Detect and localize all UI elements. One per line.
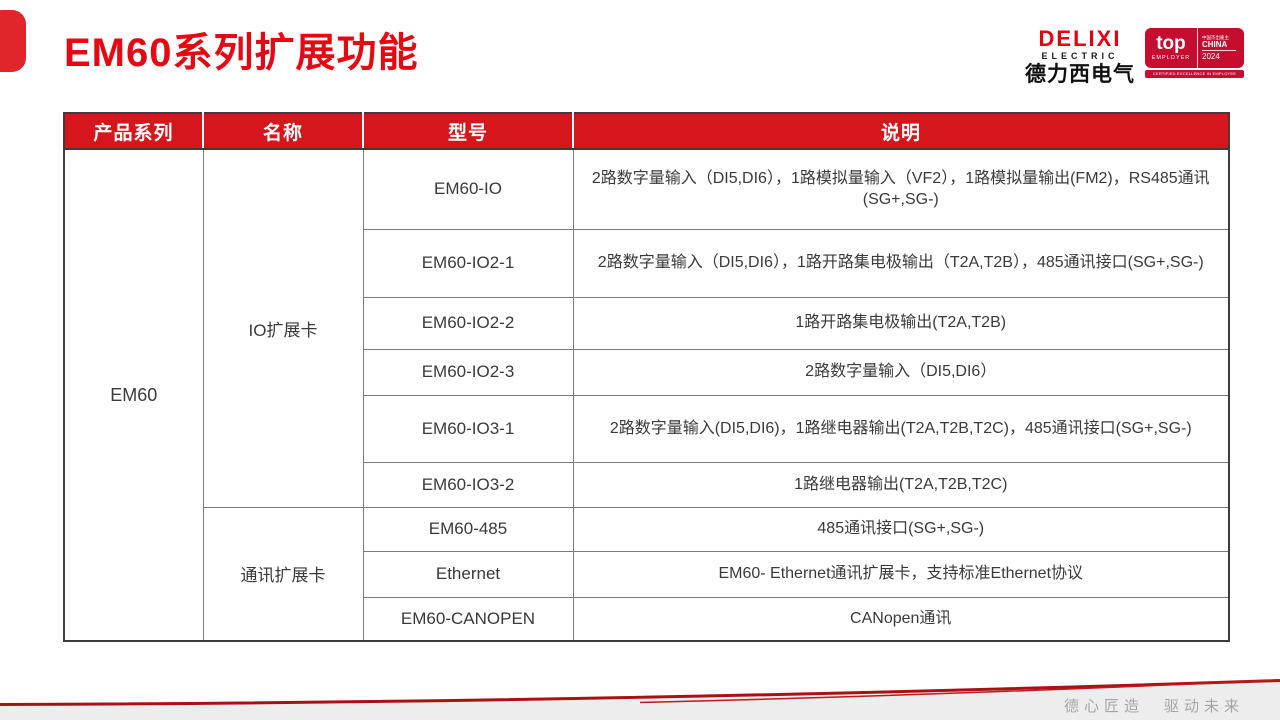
delixi-electric-text: ELECTRIC (1041, 51, 1119, 61)
badge-divider (1202, 50, 1236, 52)
badge-year: 2024 (1202, 52, 1220, 62)
table-row: EM60-IO2-3 2路数字量输入（DI5,DI6） (64, 348, 1230, 396)
table-row: EM60-IO3-2 1路继电器输出(T2A,T2B,T2C) (64, 461, 1230, 508)
delixi-cn-text: 德力西电气 (1025, 63, 1135, 86)
cell-desc: EM60- Ethernet通讯扩展卡，支持标准Ethernet协议 (572, 550, 1230, 598)
cell-model: EM60-485 (362, 506, 574, 552)
badge-cn-title: 中国杰出雇主 (1202, 34, 1229, 40)
table-row: EM60-IO2-2 1路开路集电极输出(T2A,T2B) (64, 296, 1230, 350)
cell-model: EM60-IO2-1 (362, 228, 574, 298)
cell-desc: 485通讯接口(SG+,SG-) (572, 506, 1230, 552)
cell-model: EM60-IO (362, 148, 574, 230)
top-employer-left: top EMPLOYER (1145, 28, 1198, 68)
cell-desc: 2路数字量输入(DI5,DI6)，1路继电器输出(T2A,T2B,T2C)，48… (572, 394, 1230, 463)
logo-block: DELIXI ELECTRIC 德力西电气 top EMPLOYER 中国杰出雇… (1025, 28, 1244, 85)
cell-model: EM60-IO2-2 (362, 296, 574, 350)
cell-model: Ethernet (362, 550, 574, 598)
header-model: 型号 (362, 113, 573, 150)
spec-table: 产品系列 名称 型号 说明 EM60 IO扩展卡 EM60-IO 2路数字量输入… (63, 112, 1230, 642)
header-description: 说明 (572, 113, 1229, 150)
delixi-logo: DELIXI ELECTRIC 德力西电气 (1025, 26, 1135, 86)
table-row: EM60-IO2-1 2路数字量输入（DI5,DI6），1路开路集电极输出（T2… (64, 228, 1230, 298)
cell-desc: 1路继电器输出(T2A,T2B,T2C) (572, 461, 1230, 508)
header-name: 名称 (202, 113, 363, 150)
footer-swoosh (0, 679, 1280, 720)
title-accent-bar (0, 10, 26, 72)
table-row: EM60-IO3-1 2路数字量输入(DI5,DI6)，1路继电器输出(T2A,… (64, 394, 1230, 463)
cell-product-series: EM60 (63, 148, 204, 642)
footer-slogan: 德心匠造 驱动未来 (1063, 698, 1244, 715)
badge-country: CHINA (1202, 39, 1228, 49)
cell-desc: 2路数字量输入（DI5,DI6），1路开路集电极输出（T2A,T2B），485通… (572, 228, 1230, 298)
top-employer-right: 中国杰出雇主 CHINA 2024 (1198, 28, 1244, 68)
top-employer-top-text: top (1156, 33, 1186, 55)
header-product-series: 产品系列 (64, 113, 203, 150)
table-row: 通讯扩展卡 EM60-485 485通讯接口(SG+,SG-) (64, 506, 1230, 642)
cell-desc: 1路开路集电极输出(T2A,T2B) (572, 296, 1230, 350)
table-row: EM60-CANOPEN CANopen通讯 (64, 596, 1230, 642)
page-title: EM60系列扩展功能 (64, 31, 419, 75)
table-row: EM60 IO扩展卡 EM60-IO 2路数字量输入（DI5,DI6），1路模拟… (63, 148, 1230, 642)
cell-model: EM60-IO3-1 (362, 394, 574, 463)
badge-strip-text: CERTIFIED EXCELLENCE IN EMPLOYEE CONDITI… (1145, 70, 1244, 78)
table-header-row: 产品系列 名称 型号 说明 (64, 113, 1229, 150)
cell-model: EM60-IO3-2 (362, 461, 574, 508)
cell-desc: 2路数字量输入（DI5,DI6），1路模拟量输入（VF2），1路模拟量输出(FM… (572, 148, 1230, 230)
cell-desc: CANopen通讯 (572, 596, 1230, 642)
cell-desc: 2路数字量输入（DI5,DI6） (572, 348, 1230, 396)
cell-model: EM60-CANOPEN (362, 596, 574, 642)
delixi-logo-text: DELIXI (1038, 26, 1122, 51)
top-employer-badge-main: top EMPLOYER 中国杰出雇主 CHINA 2024 (1145, 28, 1244, 68)
cell-model: EM60-IO2-3 (362, 348, 574, 396)
cell-group-comm: 通讯扩展卡 (202, 506, 364, 642)
cell-group-io: IO扩展卡 (202, 148, 364, 508)
table-row: Ethernet EM60- Ethernet通讯扩展卡，支持标准Etherne… (64, 550, 1230, 598)
top-employer-badge: top EMPLOYER 中国杰出雇主 CHINA 2024 CERTIFIED… (1145, 28, 1244, 78)
top-employer-employer-text: EMPLOYER (1151, 54, 1191, 61)
